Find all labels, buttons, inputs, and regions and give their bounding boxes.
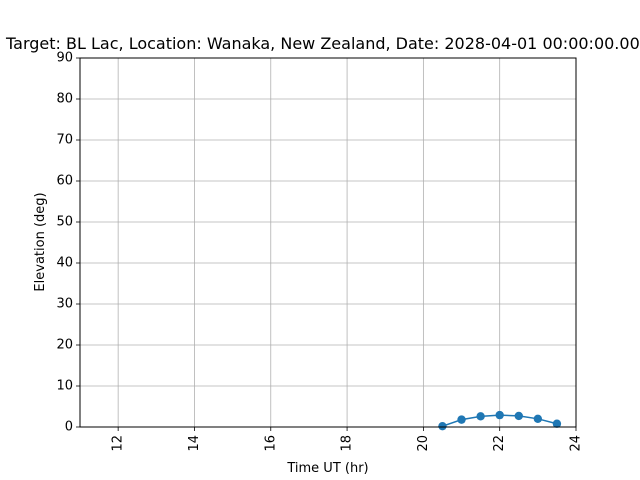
data-series [438, 410, 562, 431]
y-tick-label: 80 [56, 92, 73, 107]
grid [80, 57, 577, 428]
y-tick-label: 70 [56, 133, 73, 148]
data-point [457, 415, 466, 424]
x-axis-label: Time UT (hr) [286, 461, 368, 476]
chart-title: Target: BL Lac, Location: Wanaka, New Ze… [5, 34, 640, 53]
data-point [514, 411, 523, 421]
y-tick-label: 0 [65, 420, 73, 435]
x-tick-label: 20 [416, 435, 431, 452]
data-point [533, 414, 543, 423]
plot-frame [79, 57, 577, 428]
data-point [476, 412, 485, 421]
y-tick-label: 50 [56, 215, 73, 230]
x-tick-label: 16 [263, 435, 278, 452]
y-tick-label: 30 [56, 297, 73, 312]
x-axis-ticks: 12 14 16 18 20 22 24 [111, 427, 584, 452]
y-tick-label: 90 [56, 51, 73, 66]
y-axis-ticks: 0 10 20 30 40 50 60 70 80 90 [56, 51, 80, 435]
data-point [438, 421, 447, 431]
data-point [495, 410, 504, 420]
x-tick-label: 24 [569, 435, 584, 452]
x-tick-label: 18 [340, 435, 355, 452]
data-point [552, 419, 562, 428]
y-tick-label: 60 [56, 174, 73, 189]
y-tick-label: 20 [56, 338, 73, 353]
x-tick-label: 14 [187, 435, 202, 452]
x-tick-label: 22 [492, 435, 507, 452]
y-axis-label: Elevation (deg) [33, 192, 48, 291]
y-tick-label: 40 [56, 256, 73, 271]
y-tick-label: 10 [56, 379, 73, 394]
x-tick-label: 12 [111, 435, 126, 452]
